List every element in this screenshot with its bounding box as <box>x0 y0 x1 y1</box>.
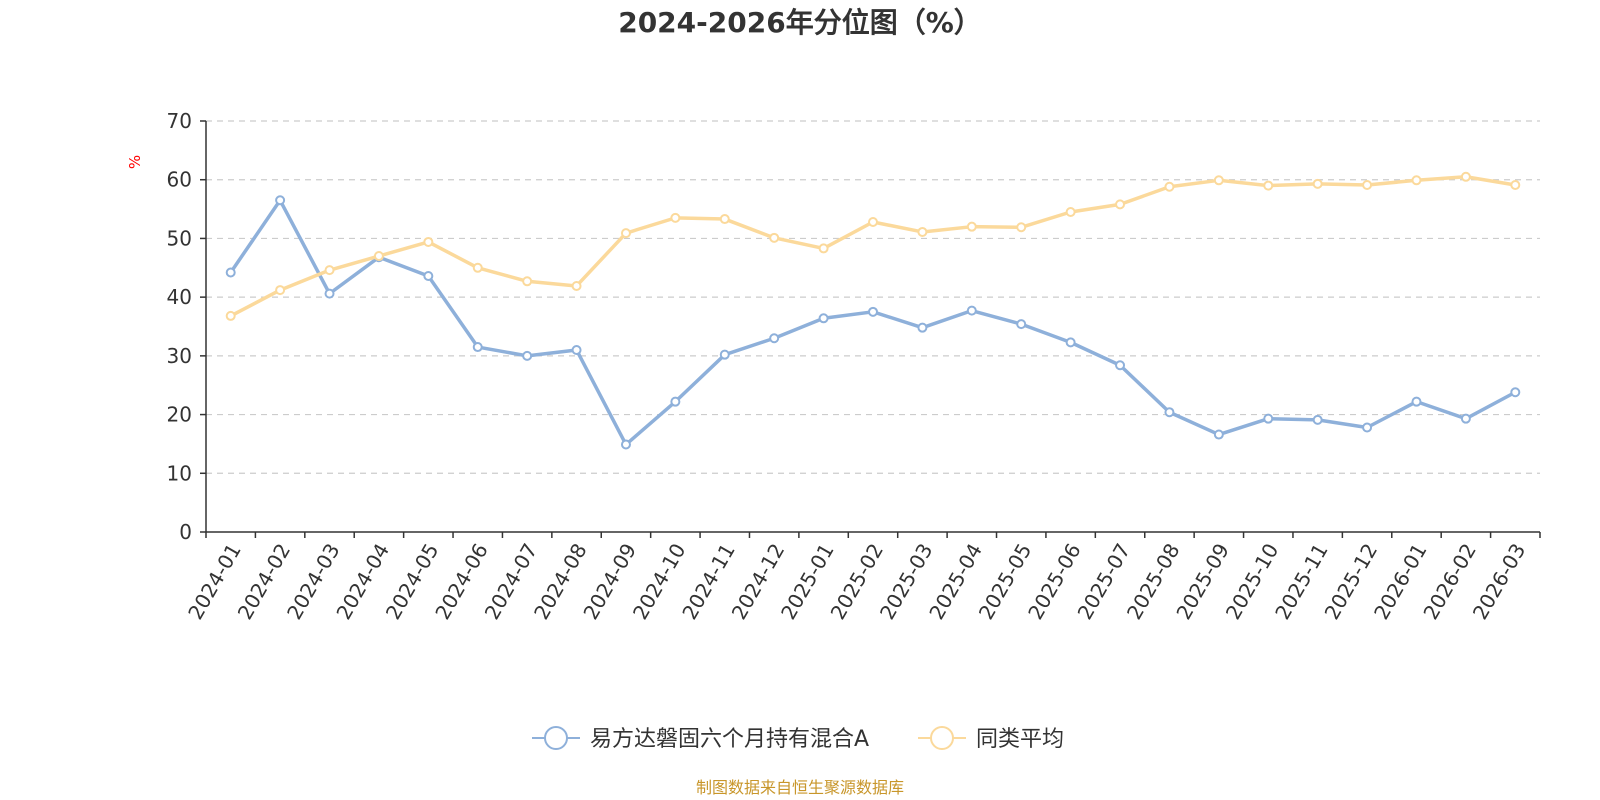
data-point <box>966 221 977 232</box>
series-2 <box>225 171 1521 321</box>
data-point <box>423 271 434 282</box>
data-point <box>1263 413 1274 424</box>
y-tick-label: 30 <box>167 344 192 368</box>
data-point <box>769 333 780 344</box>
data-point <box>275 285 286 296</box>
y-tick-label: 20 <box>167 403 192 427</box>
series-line <box>229 175 1516 318</box>
data-point <box>522 276 533 287</box>
data-point <box>818 313 829 324</box>
legend-marker <box>930 726 954 750</box>
data-point <box>1263 180 1274 191</box>
data-point <box>225 310 236 321</box>
data-point <box>1362 422 1373 433</box>
data-point <box>1460 171 1471 182</box>
data-point <box>1510 387 1521 398</box>
series-line <box>229 198 1517 447</box>
data-point <box>472 262 483 273</box>
data-point <box>1065 207 1076 218</box>
x-tick-labels: 2024-012024-022024-032024-042024-052024-… <box>183 539 1530 623</box>
data-point <box>522 350 533 361</box>
data-point <box>620 439 631 450</box>
y-tick-label: 60 <box>167 168 192 192</box>
data-point <box>1115 199 1126 210</box>
data-point <box>571 280 582 291</box>
data-point <box>1164 407 1175 418</box>
data-point <box>275 195 286 206</box>
data-point <box>917 226 928 237</box>
y-axis-unit: % <box>126 155 144 169</box>
y-tick-label: 0 <box>179 520 192 544</box>
data-point <box>620 228 631 239</box>
y-tick-label: 40 <box>167 285 192 309</box>
data-point <box>472 342 483 353</box>
data-point <box>868 306 878 317</box>
data-point <box>1411 396 1422 407</box>
y-tick-label: 70 <box>167 109 192 133</box>
legend-marker <box>544 726 568 750</box>
data-point <box>423 236 434 247</box>
axes <box>200 120 1541 538</box>
data-point <box>1460 413 1471 424</box>
data-point <box>966 305 977 316</box>
legend-item-2[interactable]: 同类平均 <box>918 726 1064 752</box>
data-point <box>719 349 730 360</box>
chart-title: 2024-2026年分位图（%） <box>618 6 982 39</box>
data-point <box>571 344 582 355</box>
data-point <box>1312 178 1323 189</box>
data-point <box>1164 181 1175 192</box>
data-point <box>1312 414 1323 425</box>
data-point <box>670 396 681 407</box>
data-point <box>670 212 681 223</box>
data-point <box>818 243 829 254</box>
data-point <box>917 322 928 333</box>
data-point <box>769 232 780 243</box>
legend-label: 同类平均 <box>976 727 1064 752</box>
series-1 <box>225 195 1521 450</box>
y-tick-label: 10 <box>167 461 192 485</box>
data-point <box>373 251 384 262</box>
y-tick-labels: 0 10 20 30 40 50 60 70 <box>167 109 192 544</box>
legend-label: 易方达磐固六个月持有混合A <box>590 727 869 752</box>
data-point <box>1016 319 1027 330</box>
data-point <box>225 267 236 278</box>
data-point <box>1213 429 1224 440</box>
data-point <box>719 214 730 225</box>
legend-item-1[interactable]: 易方达磐固六个月持有混合A <box>532 726 869 752</box>
data-point <box>1362 179 1373 190</box>
series-lines <box>225 171 1521 450</box>
y-tick-label: 50 <box>167 226 192 250</box>
grid-lines <box>206 120 1540 474</box>
data-source: 制图数据来自恒生聚源数据库 <box>696 778 904 797</box>
data-point <box>324 265 335 276</box>
legend[interactable]: 易方达磐固六个月持有混合A 同类平均 <box>532 726 1064 752</box>
data-point <box>1510 179 1521 190</box>
data-point <box>1213 175 1224 186</box>
data-point <box>1115 360 1126 371</box>
data-point <box>1065 337 1076 348</box>
data-point <box>324 288 335 299</box>
data-point <box>1411 175 1422 186</box>
data-point <box>868 216 878 227</box>
data-point <box>1016 222 1027 233</box>
